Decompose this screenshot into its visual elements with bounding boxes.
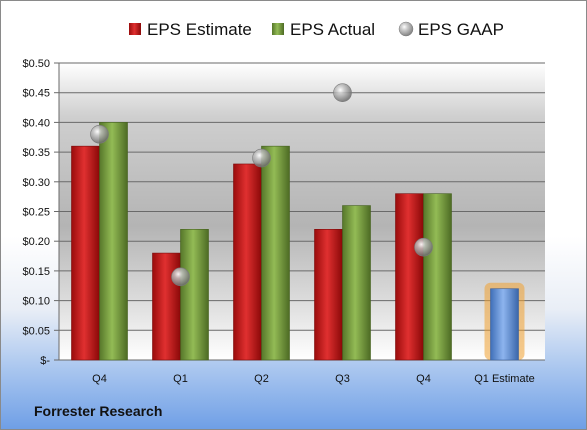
y-tick-label: $0.15 xyxy=(22,266,50,278)
bar-eps-actual xyxy=(261,145,290,361)
x-category-label: Q4 xyxy=(92,373,107,385)
legend-swatch xyxy=(272,23,284,35)
x-category-label: Q2 xyxy=(254,373,269,385)
legend-swatch xyxy=(129,23,141,35)
y-axis: $- $0.05 $0.10 $0.15 $0.20 $0.25 $0.30 $0.35 $0.… xyxy=(22,58,50,367)
x-category-label: Q1 xyxy=(173,373,188,385)
company-name: Forrester Research xyxy=(34,403,163,419)
y-tick-label: $0.25 xyxy=(22,207,50,219)
y-tick-label: $0.50 xyxy=(22,58,50,70)
x-category-label: Q3 xyxy=(335,373,350,385)
legend-label: EPS Estimate xyxy=(147,20,252,39)
legend-swatch xyxy=(398,21,414,37)
legend: EPS Estimate EPS Actual EPS GAAP xyxy=(129,20,504,39)
eps-gaap-marker xyxy=(414,237,433,257)
y-tick-label: $- xyxy=(40,355,50,367)
y-tick-label: $0.05 xyxy=(22,325,50,337)
x-axis: Q4 Q1 Q2 Q3 Q4 Q1 Estimate xyxy=(92,373,535,385)
bar-q1-estimate xyxy=(490,288,519,361)
y-tick-label: $0.40 xyxy=(22,117,50,129)
grid xyxy=(54,62,545,361)
bar-eps-actual xyxy=(99,122,128,361)
y-tick-label: $0.10 xyxy=(22,296,50,308)
bar-eps-estimate xyxy=(71,145,100,361)
y-tick-label: $0.30 xyxy=(22,177,50,189)
bar-eps-actual xyxy=(342,205,371,361)
bar-eps-estimate xyxy=(395,193,424,361)
eps-gaap-marker xyxy=(333,83,352,102)
bar-eps-estimate xyxy=(314,229,343,361)
eps-gaap-marker xyxy=(252,148,271,168)
x-category-label: Q1 Estimate xyxy=(474,373,535,385)
bar-eps-estimate xyxy=(233,163,262,361)
gaap-markers xyxy=(90,83,433,287)
y-tick-label: $0.20 xyxy=(22,236,50,248)
y-tick-label: $0.35 xyxy=(22,147,50,159)
legend-label: EPS GAAP xyxy=(418,20,504,39)
eps-gaap-marker xyxy=(171,267,190,287)
eps-gaap-marker xyxy=(90,124,109,144)
bar-eps-actual xyxy=(423,193,452,361)
legend-label: EPS Actual xyxy=(290,20,375,39)
bar-eps-actual xyxy=(180,229,209,361)
x-category-label: Q4 xyxy=(416,373,431,385)
y-tick-label: $0.45 xyxy=(22,88,50,100)
